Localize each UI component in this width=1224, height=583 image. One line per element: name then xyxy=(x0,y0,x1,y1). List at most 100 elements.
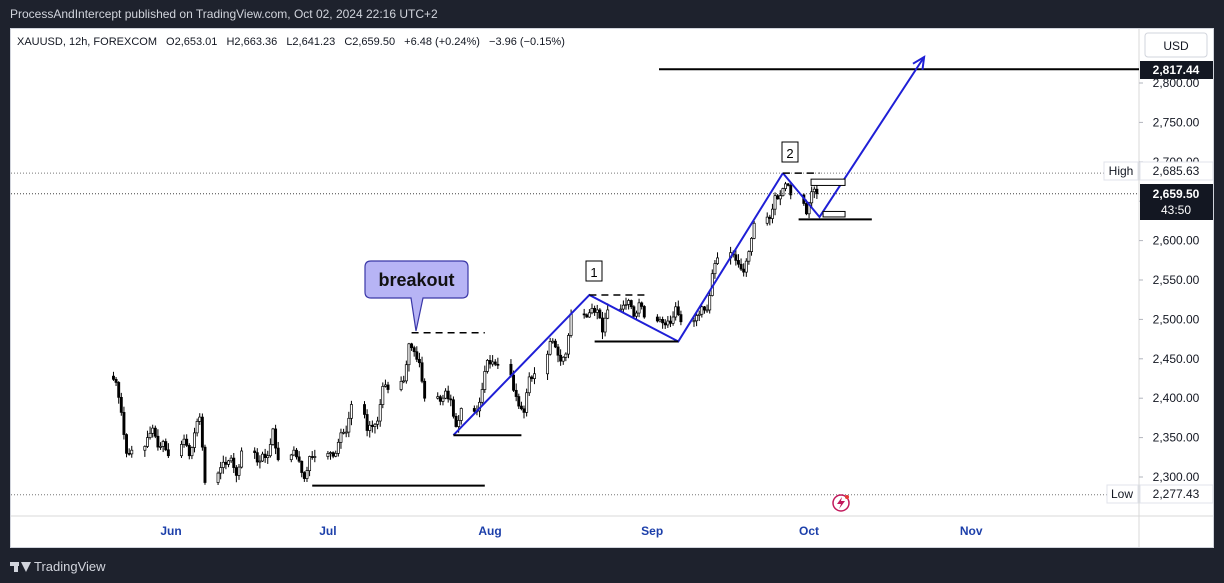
entry-box[interactable] xyxy=(822,210,846,218)
candle-up xyxy=(193,432,196,448)
candle-down xyxy=(185,438,189,446)
candle-up xyxy=(402,380,406,383)
candle-up xyxy=(182,438,186,445)
candle-down xyxy=(410,343,414,349)
candle-up xyxy=(334,453,338,457)
candle-up xyxy=(148,432,152,438)
candle-down xyxy=(815,188,819,195)
low-price-label: 2,277.43 xyxy=(1153,487,1200,501)
candle-down xyxy=(232,457,236,468)
legend-change: +6.48 (+0.24%) xyxy=(404,36,480,48)
candle-up xyxy=(180,444,183,457)
tradingview-logo[interactable]: TradingView xyxy=(10,550,106,583)
candle-down xyxy=(365,414,369,431)
candle-down xyxy=(530,376,534,379)
candle-up xyxy=(381,386,385,405)
economic-event-icon[interactable] xyxy=(832,494,850,512)
candle-down xyxy=(629,300,633,308)
candle-up xyxy=(692,320,696,323)
candle-down xyxy=(331,452,335,457)
low-tag: Low xyxy=(1111,487,1133,501)
candle-up xyxy=(159,446,162,448)
candle-up xyxy=(569,313,573,336)
drawings-layer xyxy=(11,55,1139,496)
last-price-label: 2,659.50 xyxy=(1153,187,1200,201)
candle-up xyxy=(546,353,550,375)
candle-up xyxy=(784,183,787,189)
candle-up xyxy=(637,302,641,314)
candle-up xyxy=(700,306,704,315)
candle-up xyxy=(305,470,309,479)
candle-up xyxy=(459,408,463,421)
projection-arrowhead xyxy=(912,55,926,71)
candle-up xyxy=(151,427,155,434)
y-tick-label: 2,600.00 xyxy=(1153,234,1200,248)
candle-down xyxy=(166,449,170,457)
candle-down xyxy=(112,375,115,380)
candle-down xyxy=(438,396,442,402)
footer-brand: TradingView xyxy=(34,559,106,574)
candle-down xyxy=(517,396,521,407)
candle-up xyxy=(308,456,312,471)
last-price-tag xyxy=(1140,184,1213,220)
candle-down xyxy=(114,379,118,383)
candle-down xyxy=(632,306,636,317)
candle-up xyxy=(195,421,199,434)
candle-up xyxy=(383,384,387,387)
x-tick-label: Sep xyxy=(641,524,663,538)
candle-down xyxy=(598,309,602,319)
candle-down xyxy=(739,263,743,270)
wave-1-marker: 1 xyxy=(585,260,603,282)
candle-up xyxy=(713,263,717,275)
candle-up xyxy=(627,300,631,305)
candle-down xyxy=(509,363,513,376)
price-chart[interactable]: 2,300.00 2,350.00 2,400.00 2,450.00 2,500.00… xyxy=(11,29,1214,547)
candle-down xyxy=(446,390,450,400)
candle-down xyxy=(274,428,278,449)
candle-down xyxy=(585,314,589,318)
candle-up xyxy=(812,188,816,193)
legend-low: L2,641.23 xyxy=(286,36,335,48)
wave-1-box xyxy=(585,260,603,282)
high-tag: High xyxy=(1109,164,1134,178)
consolidation-box[interactable] xyxy=(810,178,846,186)
y-tick-label: 2,750.00 xyxy=(1153,115,1200,129)
y-tick-label: 2,800.00 xyxy=(1153,76,1200,90)
candle-up xyxy=(436,396,440,399)
candle-down xyxy=(200,416,204,448)
candle-up xyxy=(752,222,756,239)
footer-bar: TradingView xyxy=(0,550,1224,583)
currency-button[interactable] xyxy=(1144,32,1208,58)
candle-down xyxy=(224,461,228,465)
candle-up xyxy=(457,420,461,427)
legend-symbol: XAUUSD, 12h, FOREXCOM xyxy=(17,36,157,48)
candle-down xyxy=(117,382,121,398)
candle-up xyxy=(590,308,594,314)
candle-up xyxy=(336,441,340,454)
y-tick-label: 2,500.00 xyxy=(1153,312,1200,326)
candle-up xyxy=(271,428,275,445)
candle-down xyxy=(559,354,563,362)
candle-down xyxy=(386,384,390,390)
x-tick-label: Oct xyxy=(799,524,819,538)
candle-down xyxy=(679,314,683,323)
candle-up xyxy=(221,461,225,468)
candle-up xyxy=(329,452,332,454)
candle-down xyxy=(276,447,280,461)
projection-path[interactable] xyxy=(782,56,925,219)
target-price-tag xyxy=(1140,61,1213,79)
candle-down xyxy=(153,427,157,437)
wave-zigzag[interactable] xyxy=(452,172,784,436)
candle-down xyxy=(640,302,644,307)
chart-frame[interactable]: 2,300.00 2,350.00 2,400.00 2,450.00 2,500.00… xyxy=(10,28,1214,548)
candle-down xyxy=(512,374,516,391)
candle-down xyxy=(668,320,672,324)
candle-up xyxy=(261,453,264,462)
candle-up xyxy=(268,444,272,457)
candle-up xyxy=(339,432,343,443)
candle-up xyxy=(368,424,372,431)
candle-down xyxy=(786,183,790,186)
publisher-line: ProcessAndIntercept published on Trading… xyxy=(10,7,438,21)
wave-1-label: 1 xyxy=(590,265,597,280)
candle-up xyxy=(399,380,403,390)
